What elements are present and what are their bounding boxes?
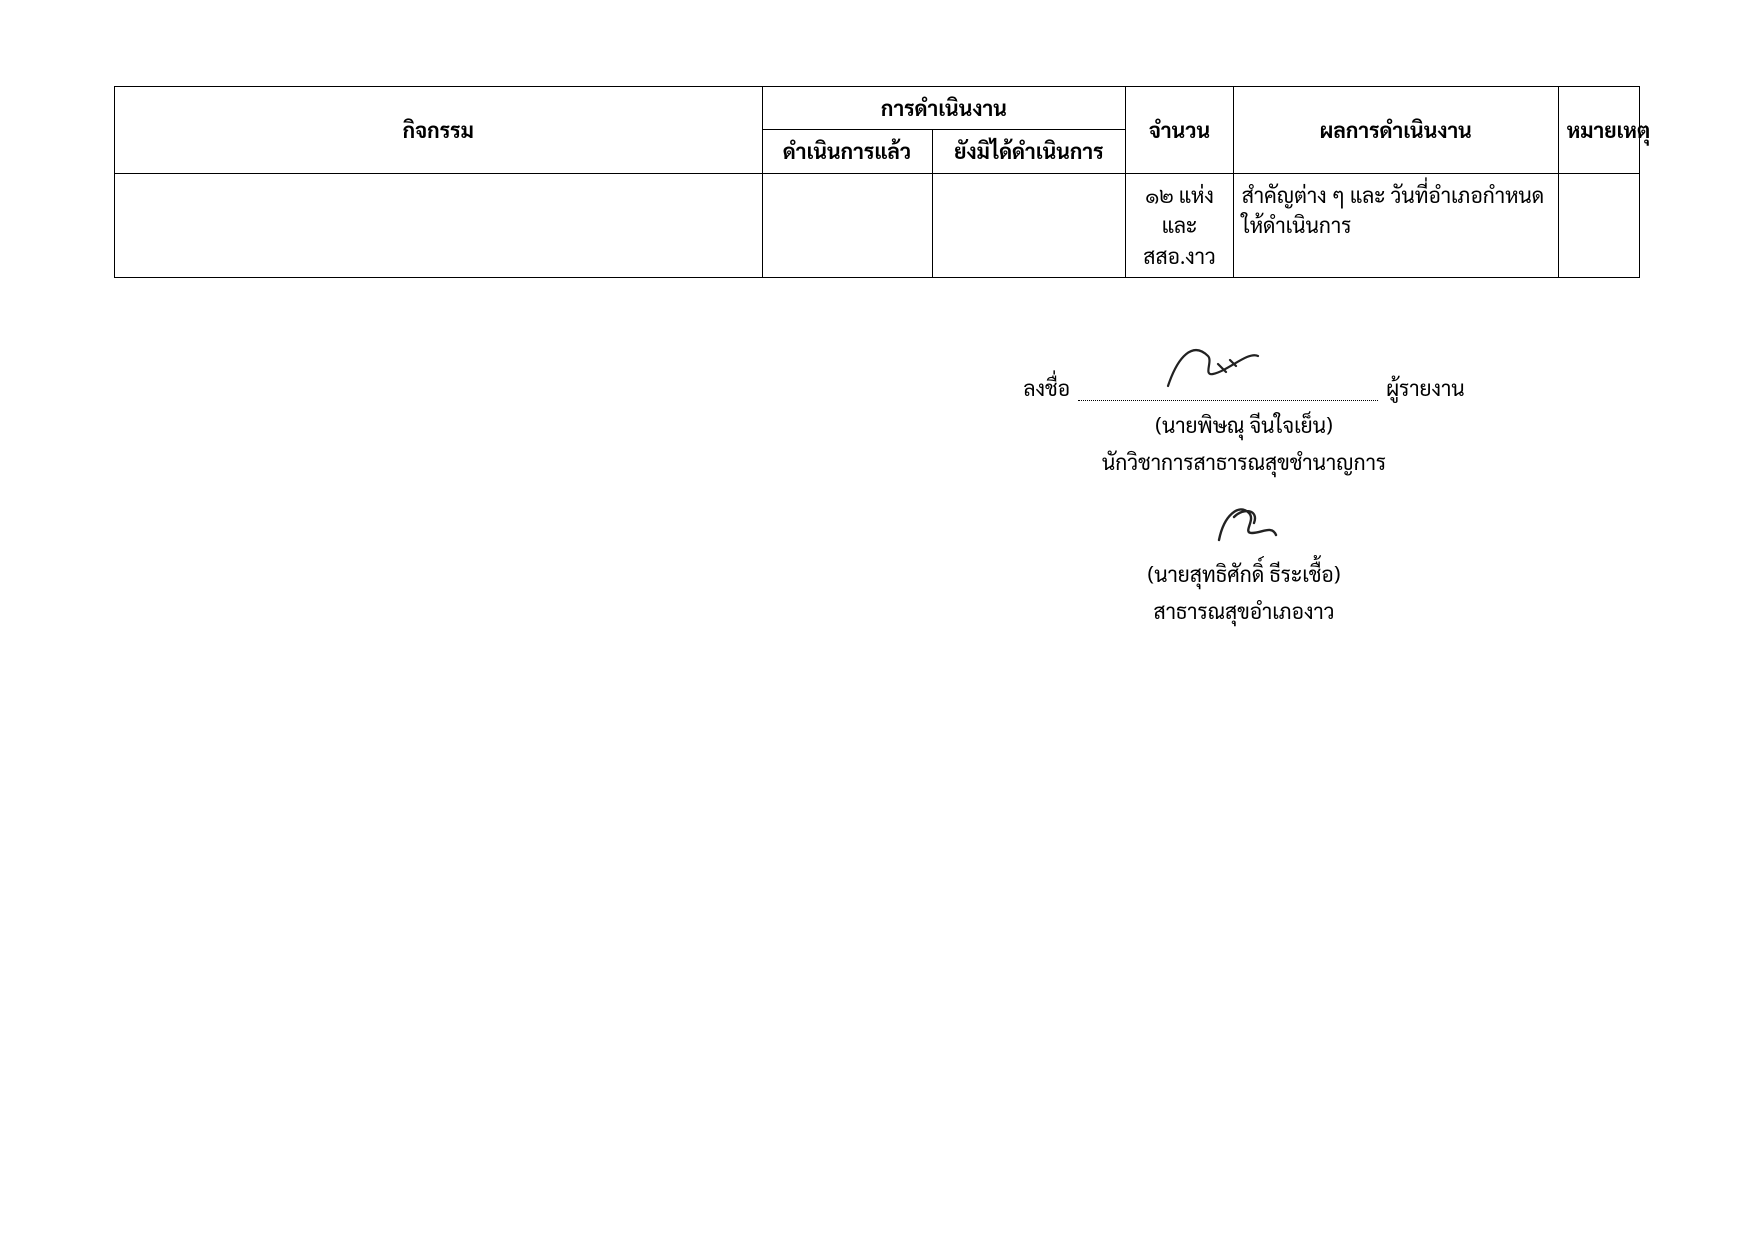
signature2-name: (นายสุทธิศักดิ์ ธีระเชื้อ) (964, 560, 1524, 587)
signature-line-row: ลงชื่อ ผู้รายงาน (964, 346, 1524, 401)
signature-block: ลงชื่อ ผู้รายงาน (นายพิษณุ จีนใจเย็น) นั… (964, 346, 1524, 624)
signature-icon (1204, 495, 1284, 550)
header-note: หมายเหตุ (1558, 87, 1639, 174)
header-operation: การดำเนินงาน (762, 87, 1126, 130)
cell-done (762, 173, 932, 277)
signature-dotted-line (1078, 346, 1378, 401)
cell-result: สำคัญต่าง ๆ และ วันที่อำเภอกำหนดให้ดำเนิ… (1233, 173, 1558, 277)
activity-table: กิจกรรม การดำเนินงาน จำนวน ผลการดำเนินงา… (114, 86, 1640, 278)
header-count: จำนวน (1126, 87, 1234, 174)
header-operation-done: ดำเนินการแล้ว (762, 130, 932, 173)
signature-suffix: ผู้รายงาน (1386, 374, 1465, 401)
document-page: กิจกรรม การดำเนินงาน จำนวน ผลการดำเนินงา… (114, 86, 1640, 278)
table-header: กิจกรรม การดำเนินงาน จำนวน ผลการดำเนินงา… (115, 87, 1640, 174)
cell-count: ๑๒ แห่ง และ สสอ.งาว (1126, 173, 1234, 277)
signature2-block: (นายสุทธิศักดิ์ ธีระเชื้อ) สาธารณสุขอำเภ… (964, 495, 1524, 624)
signature1-title: นักวิชาการสาธารณสุขชำนาญการ (964, 448, 1524, 475)
signature1-name: (นายพิษณุ จีนใจเย็น) (964, 411, 1524, 438)
cell-pending (932, 173, 1126, 277)
header-result: ผลการดำเนินงาน (1233, 87, 1558, 174)
cell-note (1558, 173, 1639, 277)
table-body: ๑๒ แห่ง และ สสอ.งาว สำคัญต่าง ๆ และ วันท… (115, 173, 1640, 277)
header-operation-pending: ยังมิได้ดำเนินการ (932, 130, 1126, 173)
signature-icon (1158, 336, 1268, 396)
table-row: ๑๒ แห่ง และ สสอ.งาว สำคัญต่าง ๆ และ วันท… (115, 173, 1640, 277)
cell-activity (115, 173, 763, 277)
header-activity: กิจกรรม (115, 87, 763, 174)
signature2-title: สาธารณสุขอำเภองาว (964, 597, 1524, 624)
signature-prefix: ลงชื่อ (1023, 374, 1070, 401)
